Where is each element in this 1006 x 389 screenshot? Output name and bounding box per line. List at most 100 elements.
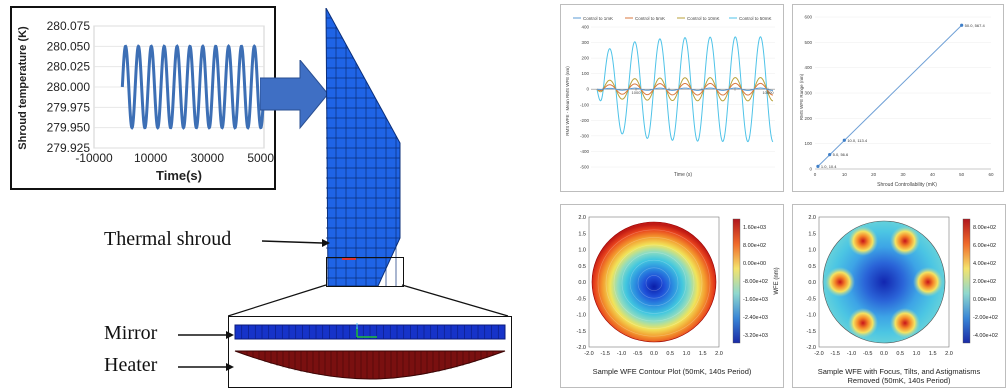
x-tick-label: -10000	[75, 151, 113, 165]
x-tick-label: 0.5	[896, 351, 904, 357]
colorbar-tick-label: -3.20e+03	[743, 333, 768, 339]
wfe-hotspot	[825, 267, 855, 297]
y-tick-label: 400	[581, 25, 589, 30]
x-tick-label: 1000	[632, 90, 642, 95]
x-tick-label: -2.0	[584, 351, 593, 357]
wfe-hotspot	[890, 226, 920, 256]
colorbar-tick-label: -4.00e+02	[973, 333, 998, 339]
rms-range-chart: 600 500 400 300 200 100 0 0 10 20 30 40 50 60 1.0, 1…	[799, 15, 994, 189]
zoom-detail-panel	[228, 316, 512, 388]
y-axis-label: RMS WFE - Mean RMS WFE (nm)	[565, 66, 570, 136]
wfe-hotspot	[913, 267, 943, 297]
wfe-residual-plot: 2.0 1.5 1.0 0.5 0.0 -0.5 -1.0 -1.5 -2.0 -2.0 -1.5…	[807, 215, 998, 357]
legend-label: Control to 50mK	[739, 16, 772, 21]
y-tick-label: 0.0	[578, 280, 586, 286]
heater-pointer	[178, 363, 234, 371]
contour-left-caption: Sample WFE Contour Plot (50mK, 140s Peri…	[592, 367, 752, 376]
colorbar-tick-label: 1.60e+03	[743, 225, 766, 231]
y-tick-label: -300	[580, 133, 590, 138]
colorbar-tick-label: 8.00e+02	[743, 243, 766, 249]
zoom-callout-lines	[228, 284, 509, 317]
colorbar	[732, 218, 741, 344]
wfe-disk	[591, 221, 717, 343]
series-line-shroud-temp	[120, 44, 266, 130]
y-tick-label: -0.5	[577, 296, 586, 302]
data-label: 50.0, 567.4	[965, 23, 986, 28]
y-tick-label: -2.0	[807, 345, 816, 351]
data-label: 1.0, 10.4	[821, 164, 837, 169]
mirror-label: Mirror	[104, 322, 158, 344]
x-tick-label: 2.0	[715, 351, 723, 357]
x-tick-label: 1.0	[913, 351, 921, 357]
x-tick-label: 60	[988, 172, 994, 177]
series-line	[596, 36, 774, 143]
series-line	[596, 82, 774, 96]
x-tick-label: -1.5	[601, 351, 610, 357]
y-tick-label: -1.0	[577, 313, 586, 319]
rms-wfe-time-chart: Control to 1mK Control to 5mK Control to 1…	[565, 16, 775, 178]
rms-range-panel: 600 500 400 300 200 100 0 0 10 20 30 40 50 60 1.0, 1…	[792, 4, 1004, 192]
colorbar-tick-label: 0.00e+00	[973, 297, 996, 303]
y-tick-label: 100	[804, 141, 812, 146]
y-axis-label: Shroud temperature (K)	[17, 26, 29, 150]
y-tick-label: 600	[804, 15, 812, 20]
data-point	[842, 138, 846, 142]
y-tick-label: 0	[809, 167, 812, 172]
x-tick-label: 10000	[134, 151, 168, 165]
y-tick-label: 1.0	[808, 248, 816, 254]
thermal-shroud-pointer	[262, 239, 330, 247]
y-tick-label: -100	[580, 102, 590, 107]
y-tick-label: -200	[580, 118, 590, 123]
y-tick-label: 1.5	[808, 231, 816, 237]
shroud-temp-chart-frame: 280.075 280.050 280.025 280.000 279.975 279.9…	[10, 6, 276, 190]
x-axis-label: Time (s)	[674, 172, 692, 178]
y-tick-label: 0	[586, 87, 589, 92]
fit-line	[817, 24, 963, 167]
y-tick-label: 400	[804, 65, 812, 70]
data-label: 10.0, 113.4	[847, 138, 867, 143]
series-line	[596, 87, 774, 91]
x-tick-label: 0.0	[880, 351, 888, 357]
y-tick-label: 300	[804, 91, 812, 96]
y-tick-label: 280.000	[47, 80, 91, 94]
y-tick-label: 2.0	[808, 215, 816, 221]
x-tick-label: 10000	[762, 90, 774, 95]
y-tick-label: 280.050	[47, 39, 91, 53]
x-tick-label: -2.0	[814, 351, 823, 357]
y-tick-label: -1.0	[807, 313, 816, 319]
y-tick-label: -1.5	[577, 329, 586, 335]
heater-marker	[342, 258, 356, 260]
y-tick-label: 280.075	[47, 19, 91, 33]
x-tick-label: 0	[814, 172, 817, 177]
x-axis-label: Time(s)	[156, 168, 202, 183]
colorbar-tick-label: -2.00e+02	[973, 315, 998, 321]
contour-right-caption-line1: Sample WFE with Focus, Tilts, and Astigm…	[817, 367, 981, 376]
data-point	[816, 164, 820, 168]
colorbar-label: WFE (nm)	[774, 267, 780, 294]
rms-wfe-time-panel: Control to 1mK Control to 5mK Control to 1…	[560, 4, 784, 192]
x-tick-label: 30000	[191, 151, 225, 165]
data-point	[828, 153, 832, 157]
mirror-pointer	[178, 331, 234, 339]
y-tick-label: 300	[581, 40, 589, 45]
data-label: 5.0, 56.6	[833, 152, 849, 157]
x-tick-label: -0.5	[863, 351, 872, 357]
y-tick-label: -1.5	[807, 329, 816, 335]
y-tick-label: -400	[580, 149, 590, 154]
y-tick-label: 2.0	[578, 215, 586, 221]
y-tick-label: 279.975	[47, 100, 91, 114]
colorbar-tick-label: 2.00e+02	[973, 279, 996, 285]
x-tick-label: 0.0	[650, 351, 658, 357]
wfe-hotspot	[890, 308, 920, 338]
wfe-residual-panel: 2.0 1.5 1.0 0.5 0.0 -0.5 -1.0 -1.5 -2.0 -2.0 -1.5…	[792, 204, 1006, 388]
y-tick-label: 100	[581, 71, 589, 76]
x-tick-label: 2.0	[945, 351, 953, 357]
y-tick-label: 200	[581, 56, 589, 61]
y-tick-label: 1.5	[578, 231, 586, 237]
y-tick-label: 0.0	[808, 280, 816, 286]
colorbar-tick-label: -2.40e+03	[743, 315, 768, 321]
y-tick-label: 0.5	[578, 264, 586, 270]
legend-label: Control to 1mK	[583, 16, 613, 21]
x-tick-label: 10	[842, 172, 848, 177]
colorbar	[962, 218, 971, 344]
